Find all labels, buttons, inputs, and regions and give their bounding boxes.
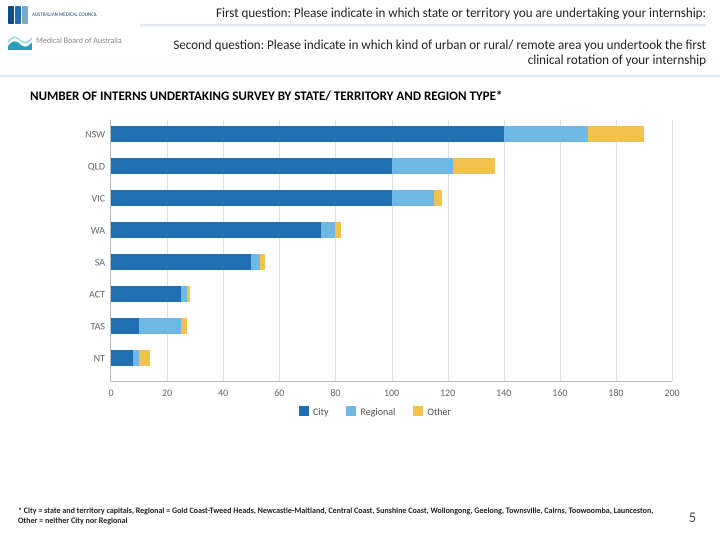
- amc-label: AUSTRALIAN MEDICAL COUNCIL: [32, 13, 97, 18]
- bar-segment: [588, 126, 644, 142]
- logo-amc: AUSTRALIAN MEDICAL COUNCIL: [8, 6, 140, 24]
- bar-row: [111, 350, 150, 366]
- bar-segment: [139, 350, 150, 366]
- bar-segment: [504, 126, 588, 142]
- logo-mba: Medical Board of Australia: [8, 32, 140, 50]
- legend-item: Other: [413, 405, 451, 418]
- bar-segment: [111, 222, 321, 238]
- bar-row: [111, 254, 265, 270]
- y-tick: ACT: [73, 287, 105, 300]
- question-2: Second question: Please indicate in whic…: [140, 38, 706, 69]
- bar-row: [111, 190, 442, 206]
- bar-segment: [111, 350, 133, 366]
- bar-row: [111, 286, 190, 302]
- y-tick: TAS: [73, 319, 105, 332]
- question-1: First question: Please indicate in which…: [140, 6, 706, 22]
- bar-segment: [181, 318, 187, 334]
- legend-swatch: [413, 406, 423, 416]
- legend-label: Regional: [360, 405, 395, 418]
- y-tick: QLD: [73, 159, 105, 172]
- bar-segment: [139, 318, 181, 334]
- y-tick: VIC: [73, 191, 105, 204]
- legend-label: Other: [427, 405, 451, 418]
- y-tick: NSW: [73, 127, 105, 140]
- x-tick: 120: [440, 386, 455, 399]
- bar-segment: [111, 126, 504, 142]
- divider: [140, 24, 706, 28]
- bar-segment: [251, 254, 259, 270]
- x-tick: 60: [274, 386, 284, 399]
- bar-segment: [392, 158, 454, 174]
- legend-swatch: [299, 406, 309, 416]
- plot-area: 020406080100120140160180200NSWQLDVICWASA…: [110, 120, 672, 382]
- y-tick: WA: [73, 223, 105, 236]
- x-tick: 160: [552, 386, 567, 399]
- wave-icon: [8, 32, 32, 50]
- x-tick: 140: [496, 386, 511, 399]
- bar-row: [111, 158, 495, 174]
- bar-row: [111, 126, 644, 142]
- footer: * City = state and territory capitals, R…: [18, 506, 696, 526]
- chart: 0 20 40 60 80 100 120 140 160 180 200 NSW QLD VIC WA SA…: [70, 112, 680, 422]
- bar-segment: [111, 254, 251, 270]
- divider: [0, 75, 720, 79]
- legend-label: City: [313, 405, 329, 418]
- bar-row: [111, 222, 341, 238]
- bar-segment: [260, 254, 266, 270]
- bar-segment: [111, 318, 139, 334]
- page-number: 5: [689, 509, 696, 526]
- legend: City Regional Other: [70, 405, 680, 418]
- footnote: * City = state and territory capitals, R…: [18, 506, 658, 526]
- y-tick: SA: [73, 255, 105, 268]
- bar-segment: [335, 222, 341, 238]
- x-tick: 100: [384, 386, 399, 399]
- header: AUSTRALIAN MEDICAL COUNCIL Medical Board…: [0, 0, 720, 73]
- chart-title: NUMBER OF INTERNS UNDERTAKING SURVEY BY …: [0, 85, 720, 112]
- bar-segment: [111, 190, 392, 206]
- gridline: [672, 120, 673, 381]
- legend-swatch: [346, 406, 356, 416]
- mba-label: Medical Board of Australia: [36, 36, 122, 46]
- bar-segment: [392, 190, 434, 206]
- gridline: [616, 120, 617, 381]
- bar-row: [111, 318, 187, 334]
- gridline: [560, 120, 561, 381]
- x-tick: 200: [664, 386, 679, 399]
- bar-segment: [111, 158, 392, 174]
- x-tick: 80: [330, 386, 340, 399]
- x-tick: 20: [162, 386, 172, 399]
- legend-item: Regional: [346, 405, 395, 418]
- amc-bars-icon: [8, 6, 28, 24]
- bar-segment: [187, 286, 190, 302]
- x-tick: 40: [218, 386, 228, 399]
- x-tick: 0: [108, 386, 113, 399]
- y-tick: NT: [73, 351, 105, 364]
- bar-segment: [321, 222, 335, 238]
- bar-segment: [111, 286, 181, 302]
- questions: First question: Please indicate in which…: [140, 0, 720, 73]
- x-tick: 180: [608, 386, 623, 399]
- logos: AUSTRALIAN MEDICAL COUNCIL Medical Board…: [0, 0, 140, 73]
- bar-segment: [453, 158, 495, 174]
- legend-item: City: [299, 405, 329, 418]
- bar-segment: [434, 190, 442, 206]
- gridline: [504, 120, 505, 381]
